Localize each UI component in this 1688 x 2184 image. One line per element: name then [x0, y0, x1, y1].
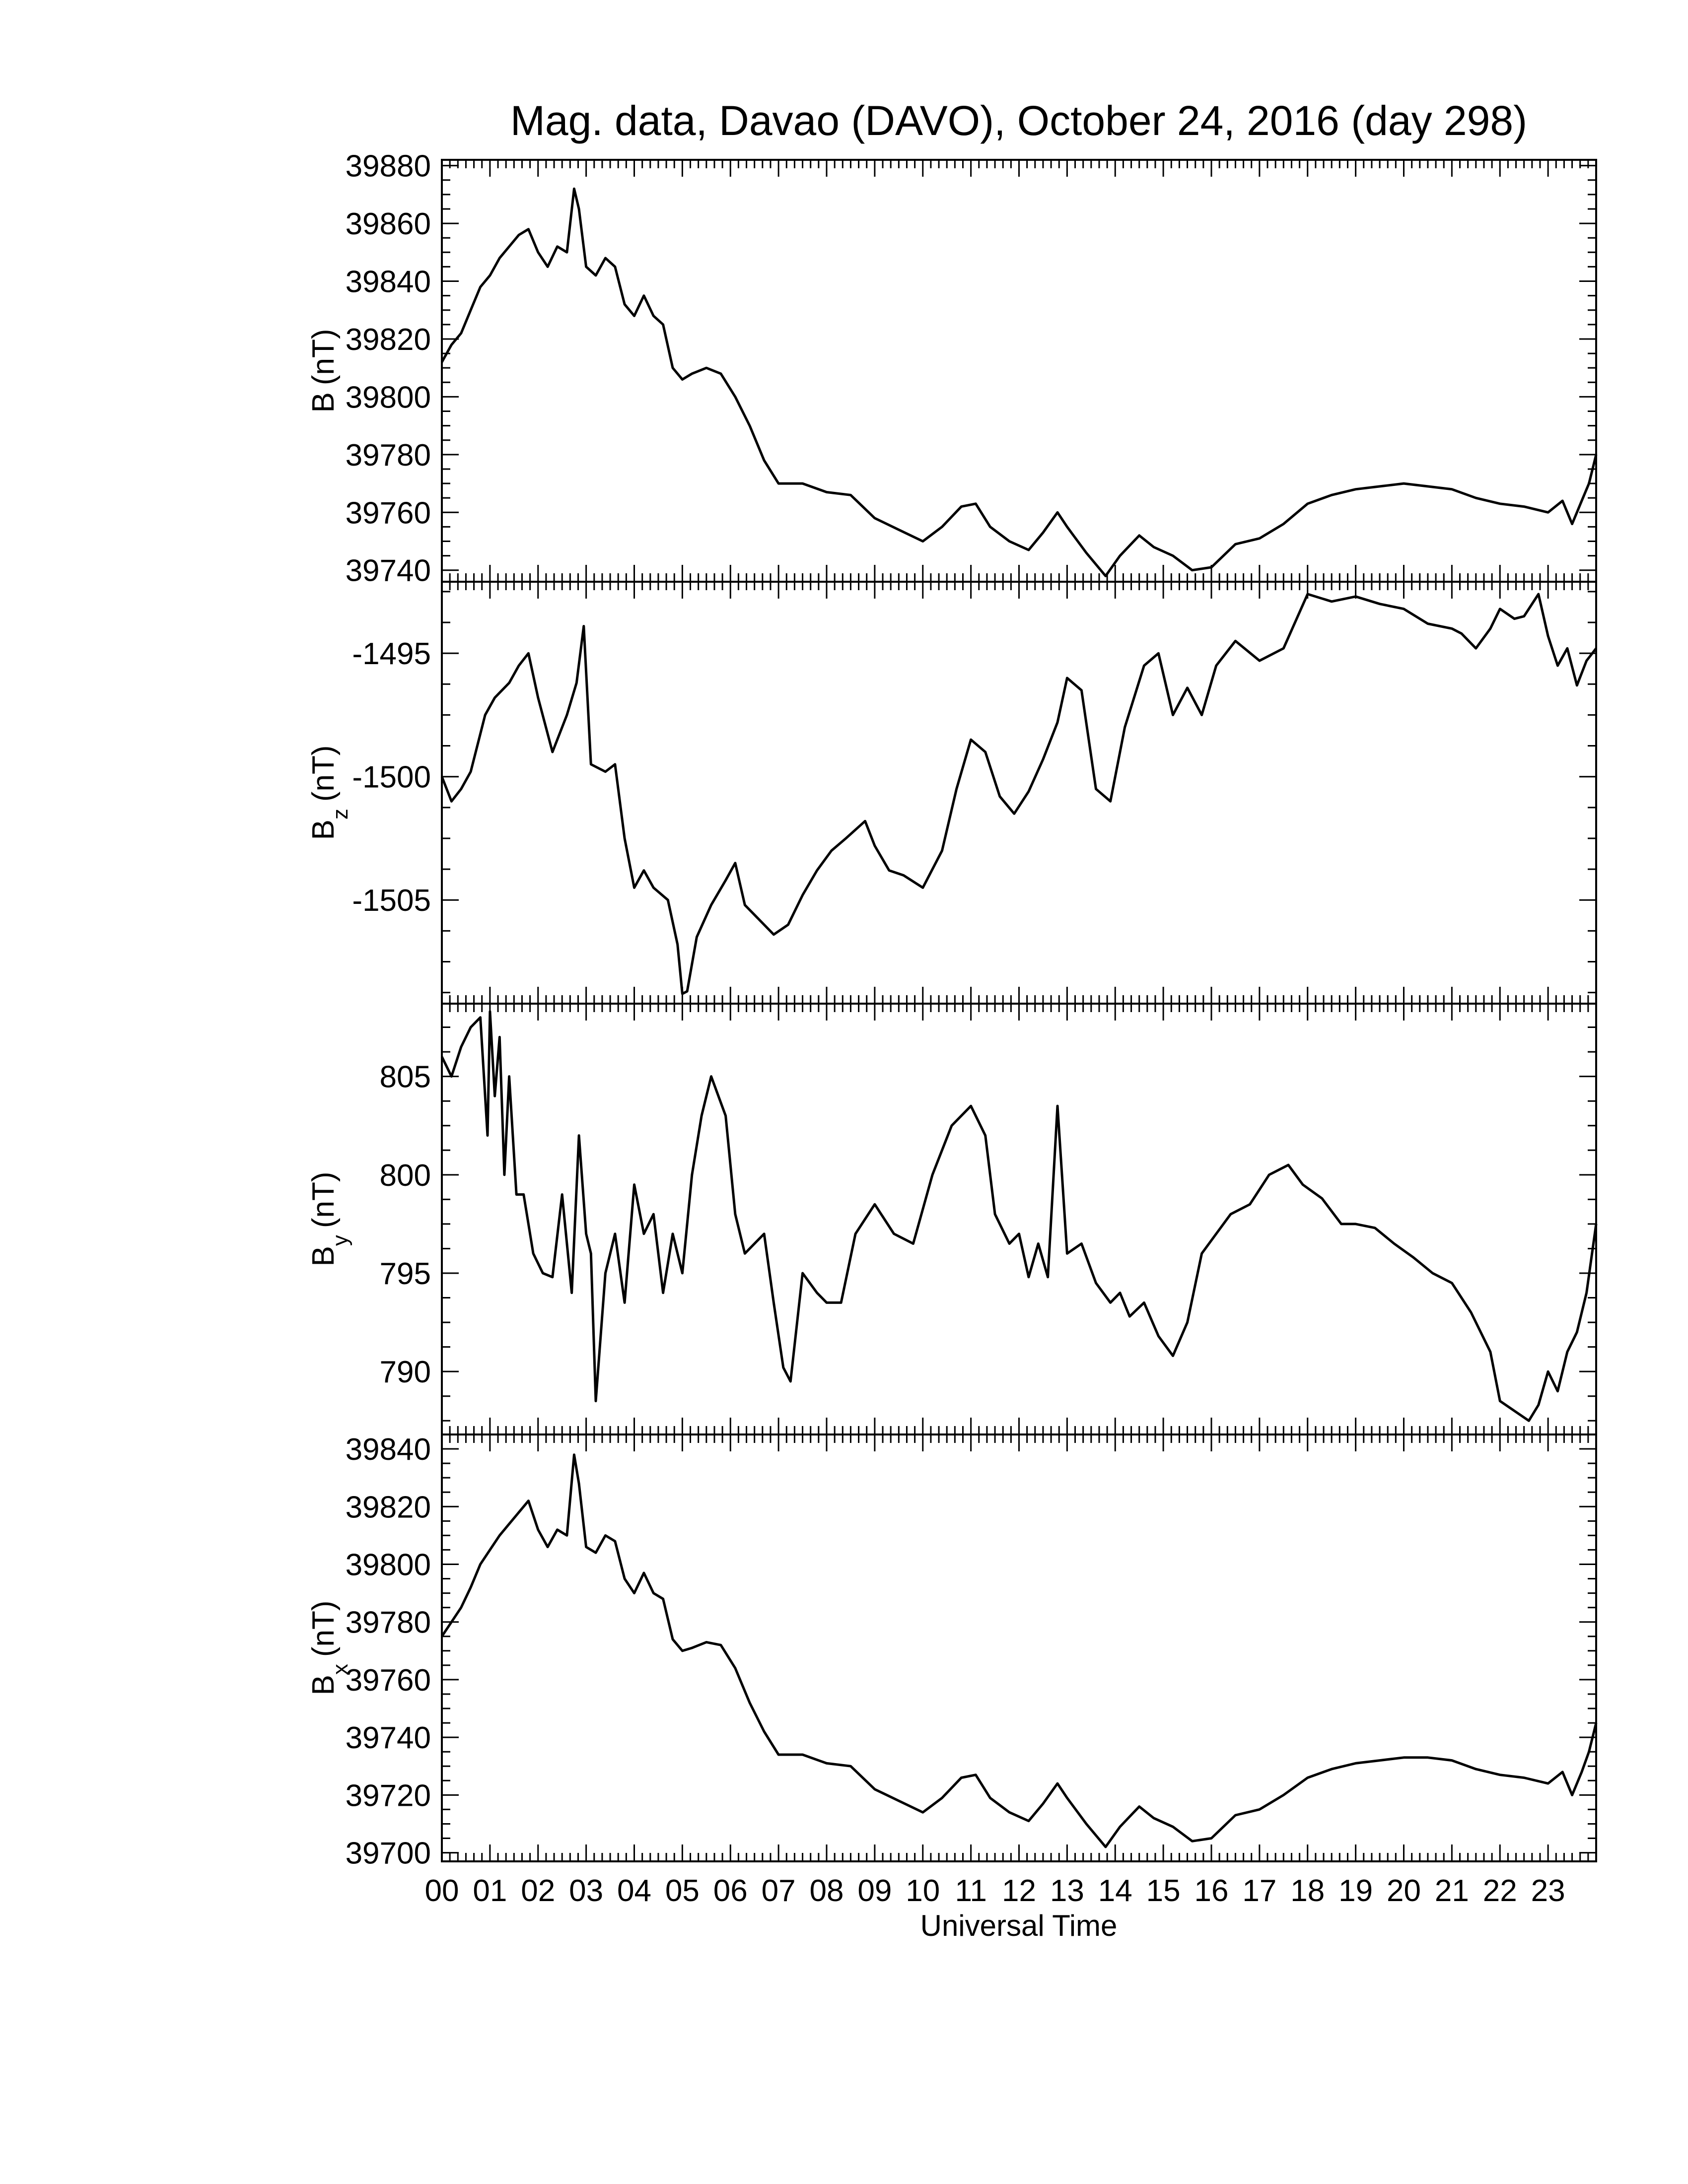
- x-tick-label: 18: [1290, 1874, 1325, 1908]
- y-axis-label-main: B: [306, 392, 341, 412]
- x-tick-label: 21: [1435, 1874, 1469, 1908]
- x-tick-label: 14: [1098, 1874, 1132, 1908]
- panel-b: 39740 39760 39780 39800 39820 39840 39860 39880…: [306, 149, 1598, 588]
- series-line-bx: [440, 1453, 1598, 1848]
- x-tick-label: 20: [1387, 1874, 1421, 1908]
- y-tick-label: 795: [380, 1257, 431, 1291]
- y-tick-label: -1505: [352, 884, 431, 918]
- y-axis-label-main: B: [306, 819, 341, 840]
- y-tick-label: 39720: [346, 1778, 431, 1813]
- y-tick-label: 790: [380, 1355, 431, 1389]
- y-axis-label-unit: (nT): [306, 1171, 341, 1228]
- y-tick-label: 39840: [346, 1433, 431, 1467]
- x-tick-label: 15: [1146, 1874, 1181, 1908]
- x-tick-label: 06: [713, 1874, 748, 1908]
- y-axis-label-unit: (nT): [306, 1600, 341, 1657]
- y-axis-label: By (nT): [306, 1171, 352, 1266]
- y-axis-label-unit: (nT): [306, 329, 341, 385]
- y-tick-label: 39820: [346, 323, 431, 357]
- y-tick-label: -1500: [352, 760, 431, 795]
- y-tick-label: 39740: [346, 554, 431, 588]
- y-tick-label: 39860: [346, 207, 431, 241]
- y-tick-label: 805: [380, 1060, 431, 1094]
- y-tick-label: 39760: [346, 1663, 431, 1698]
- x-tick-label: 13: [1050, 1874, 1084, 1908]
- x-tick-label: 09: [857, 1874, 892, 1908]
- y-tick-label: 39760: [346, 496, 431, 530]
- y-axis-label-subscript: x: [328, 1664, 352, 1675]
- series-line-by: [440, 1010, 1598, 1422]
- y-tick-label: 39780: [346, 1606, 431, 1640]
- y-axis-label-main: B: [306, 1246, 341, 1266]
- y-axis-label: Bz (nT): [306, 745, 352, 840]
- series-line-bz: [440, 593, 1597, 995]
- y-tick-label: 39800: [346, 380, 431, 414]
- x-tick-label: 19: [1338, 1874, 1373, 1908]
- y-axis-label-subscript: y: [328, 1235, 352, 1246]
- panel-bx: 39700 39720 39740 39760 39780 39800 39820 39840…: [306, 1433, 1598, 1871]
- y-tick-label: 39780: [346, 438, 431, 473]
- x-tick-label: 00: [425, 1874, 459, 1908]
- x-tick-label: 03: [569, 1874, 603, 1908]
- x-tick-label: 17: [1242, 1874, 1276, 1908]
- y-axis-label-main: B: [306, 1675, 341, 1695]
- y-axis-label-subscript: z: [328, 809, 352, 819]
- y-tick-label: 39840: [346, 265, 431, 299]
- x-tick-label: 04: [617, 1874, 651, 1908]
- x-tick-label: 02: [521, 1874, 555, 1908]
- x-tick-label: 05: [665, 1874, 700, 1908]
- y-tick-label: 39880: [346, 149, 431, 184]
- x-tick-label: 11: [955, 1874, 986, 1908]
- x-tick-label: 12: [1002, 1874, 1036, 1908]
- x-tick-label: 10: [906, 1874, 940, 1908]
- y-tick-label: 39740: [346, 1721, 431, 1755]
- panel-bz: -1495 -1500 -1505 Bz (nT): [306, 581, 1597, 1005]
- y-tick-label: 39820: [346, 1490, 431, 1524]
- chart-title: Mag. data, Davao (DAVO), October 24, 201…: [510, 97, 1527, 144]
- x-tick-label: 22: [1483, 1874, 1517, 1908]
- y-tick-label: 39700: [346, 1837, 431, 1871]
- y-axis-label-unit: (nT): [306, 745, 341, 802]
- series-line-b: [440, 187, 1598, 577]
- x-tick-label: 23: [1531, 1874, 1565, 1908]
- y-tick-label: 800: [380, 1159, 431, 1193]
- y-axis-label: Bx (nT): [306, 1600, 352, 1695]
- x-tick-label: 08: [810, 1874, 844, 1908]
- y-tick-label: 39800: [346, 1548, 431, 1582]
- x-tick-label: 01: [473, 1874, 507, 1908]
- y-axis-label: B (nT): [306, 329, 341, 412]
- x-tick-label: 16: [1195, 1874, 1229, 1908]
- y-tick-label: -1495: [352, 637, 431, 671]
- x-axis-label: Universal Time: [920, 1909, 1118, 1942]
- panels-group: 39740 39760 39780 39800 39820 39840 39860 39880…: [306, 149, 1598, 1908]
- x-tick-label: 07: [762, 1874, 796, 1908]
